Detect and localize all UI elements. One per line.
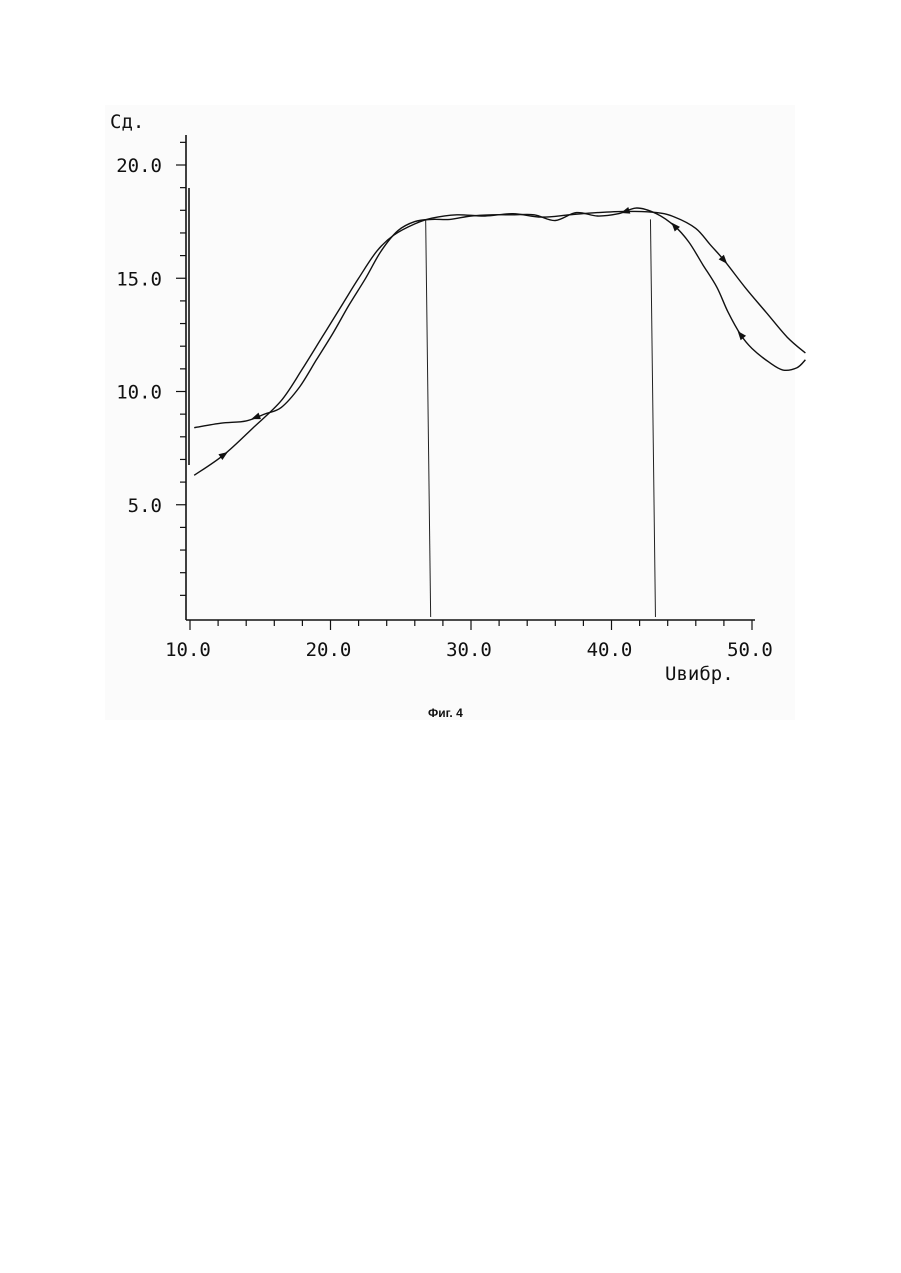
figure-background [105,105,795,720]
y-tick-label: 20.0 [116,155,162,177]
x-tick-label: 30.0 [446,639,492,661]
y-axis-label: Сд. [110,111,144,133]
x-axis-label: Uвибр. [665,663,734,685]
x-tick-label: 20.0 [306,639,352,661]
y-tick-label: 10.0 [116,382,162,404]
x-tick-label: 50.0 [727,639,773,661]
y-tick-label: 5.0 [128,495,162,517]
x-tick-label: 40.0 [587,639,633,661]
x-tick-label: 10.0 [165,639,211,661]
figure-caption: Фиг. 4 [428,706,463,720]
y-tick-label: 15.0 [116,268,162,290]
